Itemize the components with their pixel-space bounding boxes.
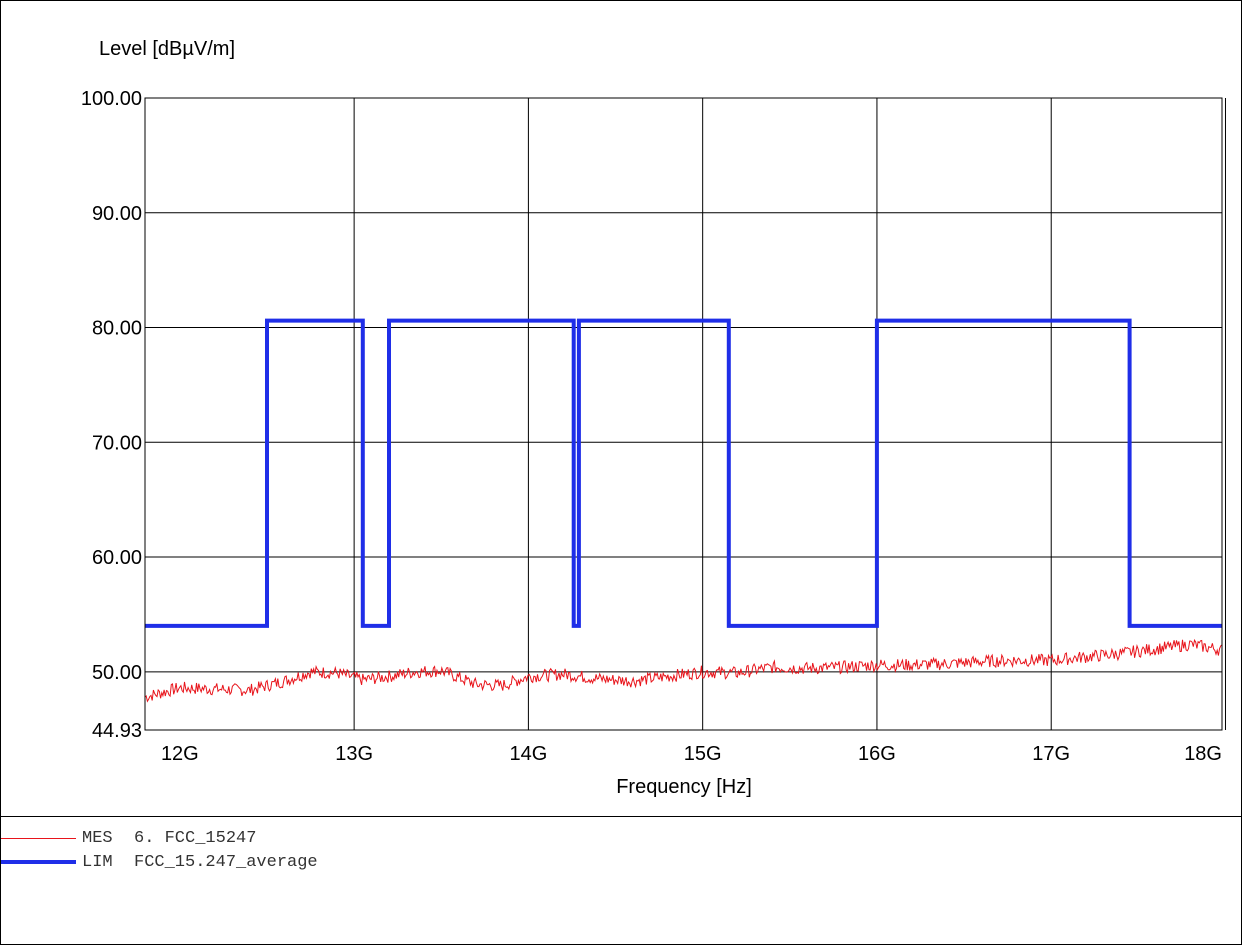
x-tick-label: 18G — [1184, 743, 1222, 765]
x-tick-label: 15G — [684, 743, 722, 765]
grid-lines — [145, 98, 1226, 730]
legend-swatch-lim — [1, 860, 76, 864]
legend-text-lim: FCC_15.247_average — [134, 852, 318, 872]
legend-divider — [1, 816, 1241, 817]
legend-tag-mes: MES — [82, 828, 113, 848]
plot-area-border — [144, 97, 1223, 731]
x-tick-label: 13G — [335, 743, 373, 765]
legend-entry-mes: MES 6. FCC_15247 — [1, 827, 256, 849]
legend-tag-lim: LIM — [82, 852, 113, 872]
y-tick-label: 80.00 — [92, 318, 142, 340]
legend-entry-lim: LIM FCC_15.247_average — [1, 851, 318, 873]
series-lim-line — [145, 318, 1222, 628]
y-axis-title: Level [dBµV/m] — [99, 38, 235, 60]
x-axis-title: Frequency [Hz] — [616, 776, 752, 798]
legend-swatch-mes — [1, 837, 76, 839]
x-tick-label: 12G — [161, 743, 199, 765]
y-tick-label: 60.00 — [92, 547, 142, 569]
y-tick-label: 44.93 — [92, 720, 142, 742]
series-mes-line — [145, 638, 1222, 703]
legend-text-mes: 6. FCC_15247 — [134, 828, 257, 848]
y-tick-labels: 44.93 50.00 60.00 70.00 80.00 90.00 100.00 — [81, 88, 142, 742]
x-tick-label: 14G — [509, 743, 547, 765]
y-tick-label: 70.00 — [92, 432, 142, 454]
y-tick-label: 90.00 — [92, 203, 142, 225]
y-tick-label: 100.00 — [81, 88, 142, 110]
x-tick-labels: 12G 13G 14G 15G 16G 17G 18G — [161, 743, 1222, 765]
x-tick-label: 17G — [1032, 743, 1070, 765]
x-tick-label: 16G — [858, 743, 896, 765]
y-tick-label: 50.00 — [92, 662, 142, 684]
series-layer — [145, 318, 1222, 703]
